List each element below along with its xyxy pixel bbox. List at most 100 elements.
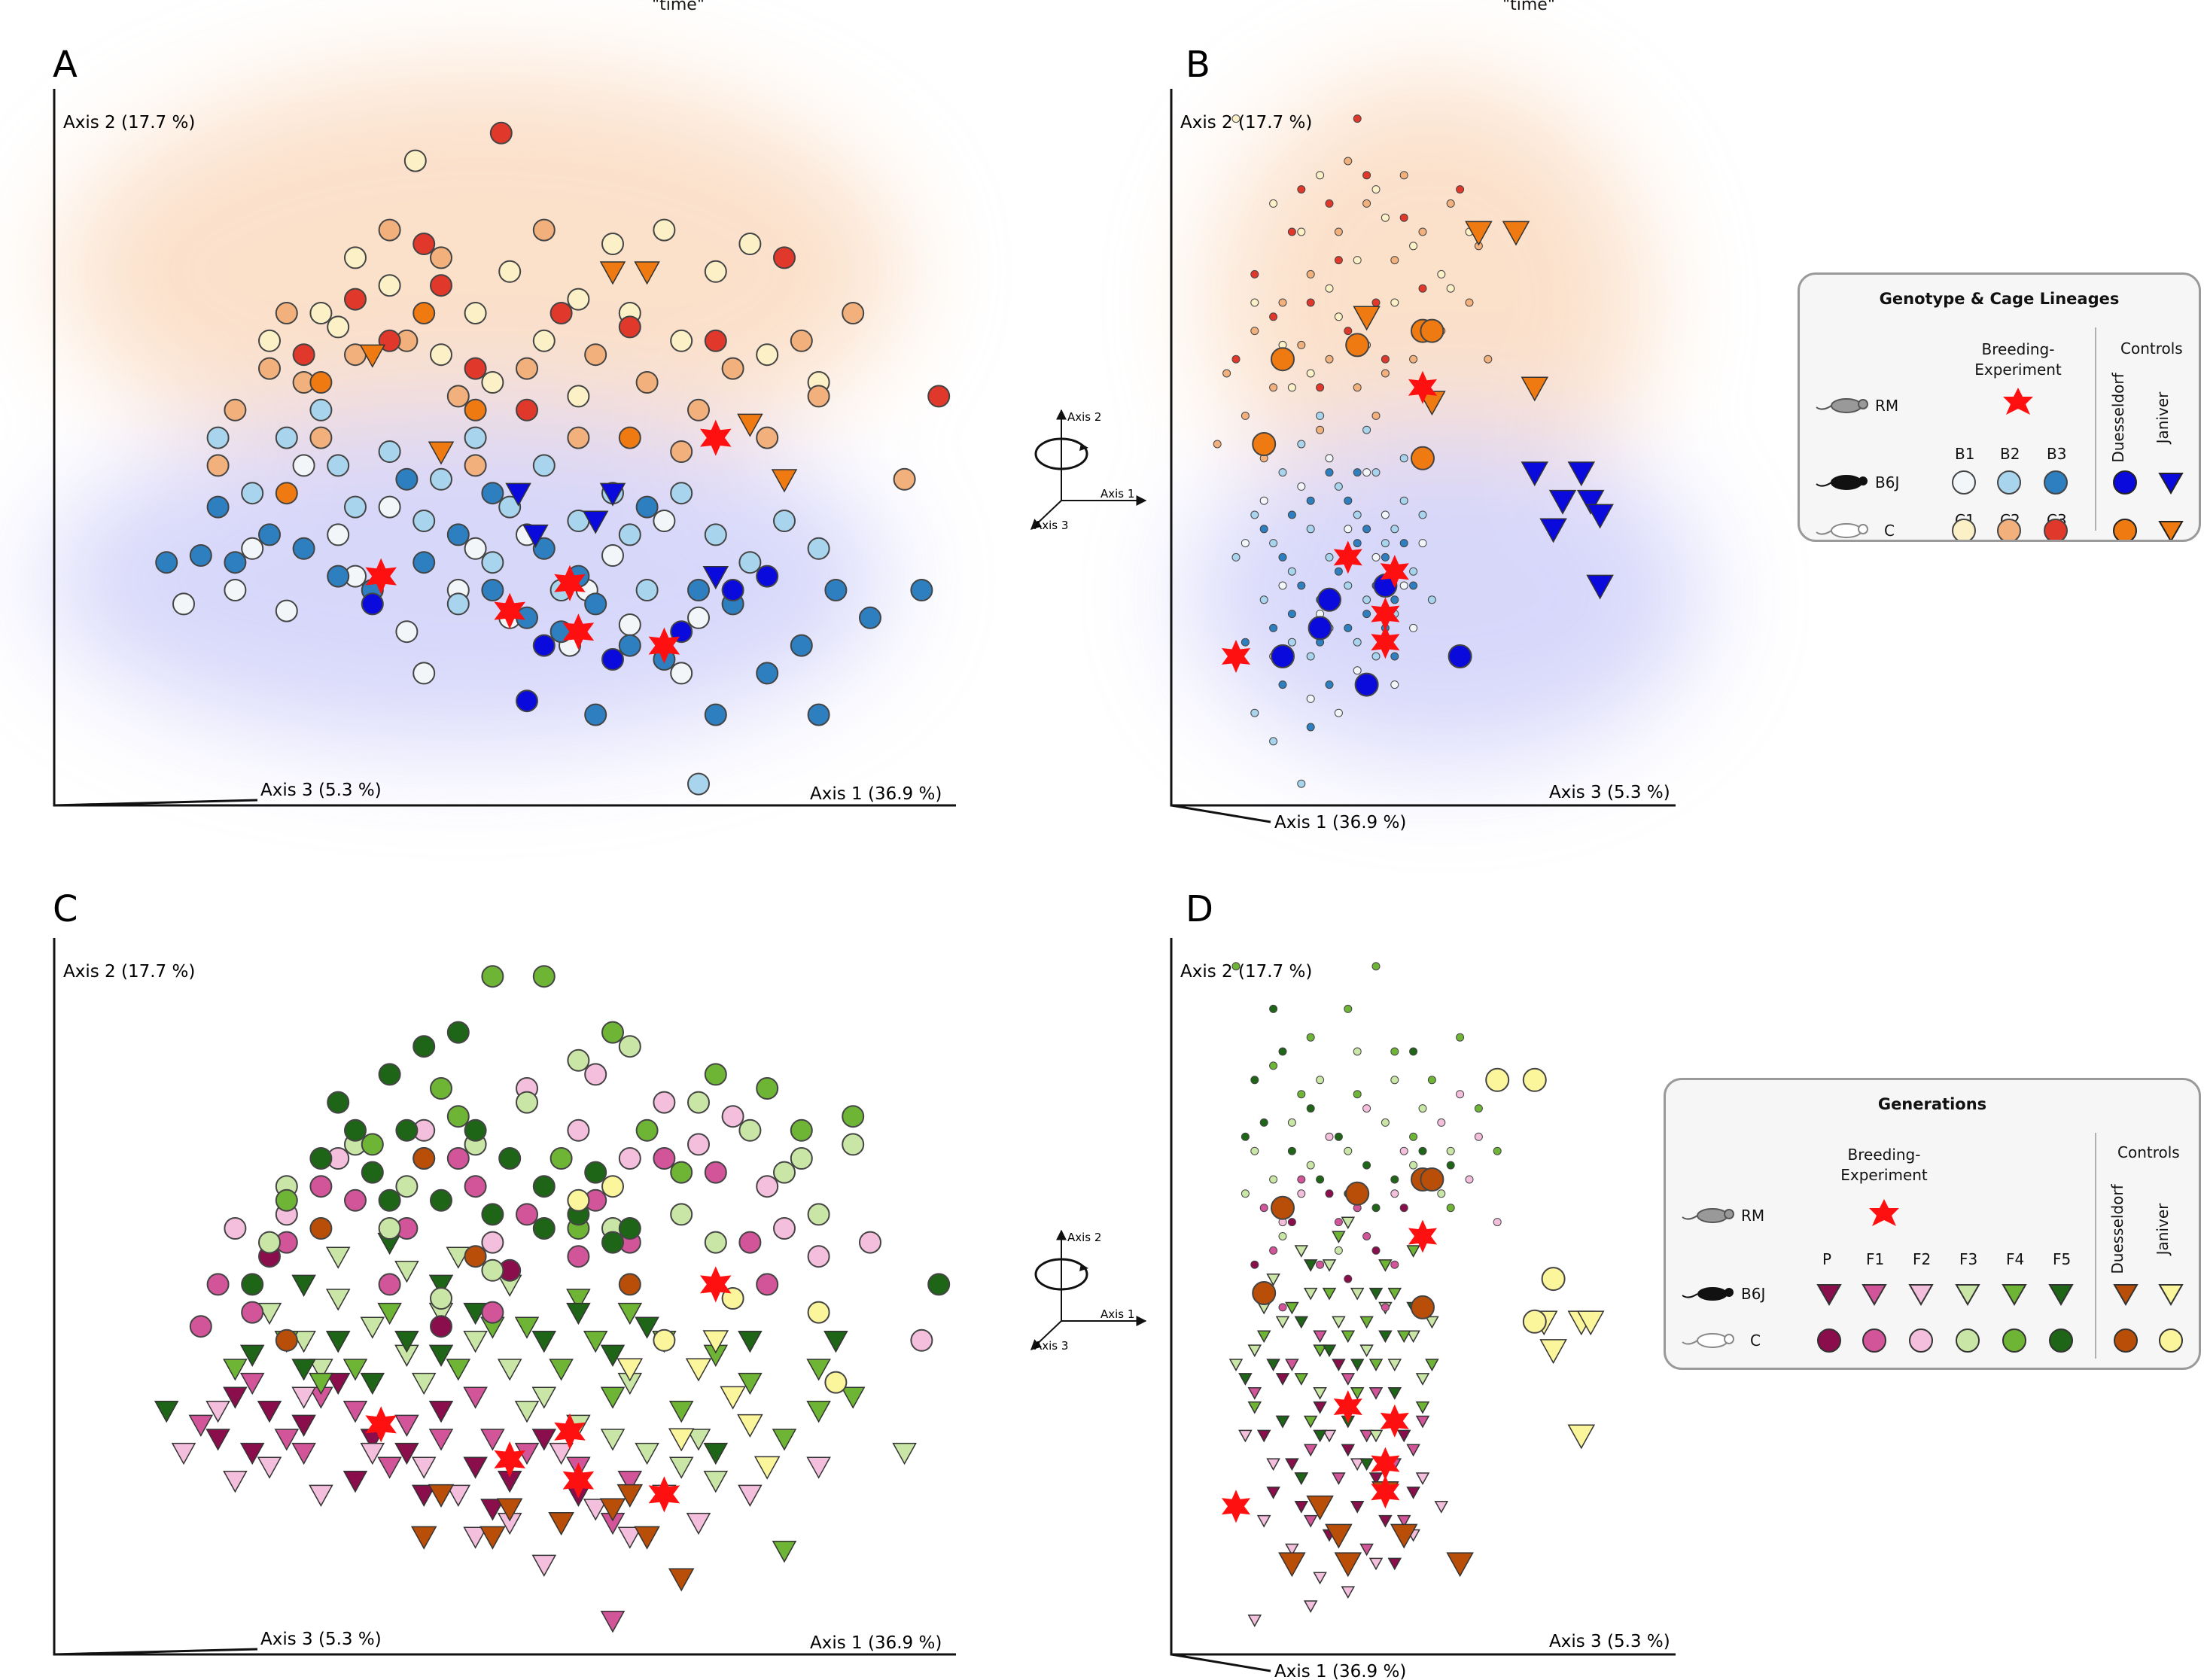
panel-a-duesseldorf-c-point [618, 426, 641, 449]
panel-b-b2-point [1418, 510, 1427, 519]
panel-a-b1-point [653, 510, 676, 532]
panel-d-f3-point [1415, 1373, 1430, 1386]
panel-c-f2-c-point [756, 1175, 779, 1198]
panel-b-b1-point [1334, 708, 1343, 717]
panel-d-f5-c-point [1287, 1146, 1296, 1155]
panel-d-p-c-point [1399, 1204, 1408, 1213]
panel-a-janiver-b6j-point [599, 482, 626, 507]
panel-c-f5-point [291, 1274, 316, 1297]
legend-genotype-b3: B3 [2047, 445, 2067, 463]
panel-d-p-point [1350, 1501, 1365, 1514]
panel-d-janiver-b6j-point [1539, 1339, 1567, 1365]
panel-b-b3-point [1278, 552, 1287, 562]
panel-c-f5-c-point [241, 1273, 264, 1296]
panel-a-axis3-label: Axis 3 (5.3 %) [260, 781, 382, 800]
panel-c-f3-point [497, 1359, 522, 1381]
panel-b-c3-point [1325, 199, 1334, 208]
panel-b-duesseldorf-c-point [1411, 446, 1435, 470]
panel-c-f2-point [738, 1484, 763, 1507]
legend-generations-janiver-b6j [2158, 1284, 2184, 1307]
panel-c-duesseldorf-c-point [464, 1245, 487, 1268]
panel-d-f3-point [1313, 1387, 1327, 1400]
panel-d-f2-c-point [1456, 1090, 1465, 1099]
panel-a: A Axis 2 (17.7 %) Axis 3 (5.3 %) Axis 1 … [45, 44, 956, 807]
panel-d-janiver-c-point [1522, 1309, 1547, 1334]
panel-a-b3-point [824, 579, 848, 601]
panel-b-b3-point [1269, 623, 1278, 632]
panel-d-f1-c-point [1390, 1260, 1399, 1269]
panel-c-markers [154, 965, 951, 1633]
panel-d-f2-c-point [1297, 1189, 1306, 1198]
panel-d-janiver-b6j-point [1567, 1424, 1596, 1450]
panel-a-janiver-c-point [599, 261, 626, 285]
panel-d-f5-c-point [1371, 1204, 1381, 1213]
panel-a-b1-point [601, 544, 624, 567]
panel-b-c3-point [1334, 256, 1343, 265]
rotation-icon-top-axis2: Axis 2 [1067, 410, 1101, 424]
panel-b-b2-point [1316, 411, 1325, 420]
panel-c-f1-point [463, 1386, 488, 1409]
panel-b-axes [1170, 89, 1676, 823]
panel-c-f2-c-point [773, 1217, 796, 1240]
panel-c-janiver-c-point [567, 1188, 590, 1212]
panel-a-rm-point [648, 627, 680, 664]
panel-c-f2-point [531, 1554, 557, 1577]
panel-d-f5-c-point [1306, 1104, 1315, 1113]
panel-b-b1-point [1325, 454, 1334, 463]
panel-d-f4-c-point [1306, 1033, 1315, 1042]
panel-c-f3-point [257, 1302, 282, 1325]
panel-d-f5-c-point [1362, 1161, 1371, 1170]
panel-d-p-c-point [1371, 1246, 1381, 1255]
panel-b-b3-point [1353, 539, 1362, 548]
panel-c-rm-point [365, 1406, 397, 1443]
panel-d-p-point [1313, 1401, 1327, 1414]
panel-c-f5-point [428, 1344, 454, 1367]
panel-a-b1-point [241, 537, 264, 560]
panel-a-b3-point [532, 537, 556, 560]
panel-c-f4-c-point [481, 965, 504, 988]
panel-a-b2-point [464, 426, 487, 449]
panel-d-f2-c-point [1325, 1132, 1334, 1141]
panel-c-f4-c-point [704, 1063, 727, 1086]
panel-a-c1-point [481, 371, 504, 394]
panel-a-b2-point [344, 495, 367, 519]
panel-c-f1-point [291, 1442, 316, 1465]
panel-b-c3-point [1418, 284, 1427, 293]
panel-d-f2-c-point [1399, 1146, 1408, 1155]
panel-b-janiver-b6j-point [1586, 574, 1614, 600]
panel-d-f3-point [1368, 1429, 1384, 1443]
panel-a-c2-point [532, 218, 556, 242]
panel-d-f1-point [1247, 1387, 1262, 1400]
panel-c-f5-point [823, 1331, 848, 1353]
panel-c-f1-point [617, 1471, 643, 1493]
panel-d-f5-point [1368, 1287, 1384, 1301]
panel-d-f4-c-point [1353, 1090, 1362, 1099]
panel-a-c1-point [653, 218, 676, 242]
panel-b-c2-point [1353, 383, 1362, 392]
panel-a-b3-point [206, 495, 230, 519]
legend-genotype-row-rm: RM [1875, 397, 1899, 415]
panel-b-c2-point [1371, 411, 1381, 420]
panel-b-b3-point [1344, 496, 1353, 505]
panel-b-c1-point [1231, 114, 1241, 123]
panel-c-p-point [342, 1471, 368, 1493]
panel-d-f2-point [1322, 1429, 1337, 1443]
panel-c-f5-c-point [618, 1217, 641, 1240]
panel-b-c1-point [1437, 269, 1446, 278]
legend-generations-title: Generations [1877, 1095, 1987, 1113]
panel-b-b3-point [1381, 552, 1390, 562]
panel-b-janiver-c-point [1521, 376, 1549, 402]
panel-c-f4-c-point [275, 1188, 298, 1212]
panel-a-c1-point [601, 233, 624, 255]
panel-b-b1-point [1353, 666, 1362, 675]
panel-b-duesseldorf-b6j-point [1354, 672, 1379, 697]
legend-genotype-breeding: Breeding- Experiment [1974, 340, 2062, 379]
panel-d-f2-point [1313, 1572, 1327, 1585]
panel-c-f5-point [703, 1442, 729, 1465]
panel-d-f3-c-point [1344, 1146, 1353, 1155]
panel-c-f3-c-point [618, 1035, 641, 1058]
panel-a-c2-point [842, 302, 865, 324]
panel-b-c3-point [1287, 227, 1296, 236]
panel-d-f3-point [1228, 1359, 1244, 1371]
panel-a-b1-point [378, 495, 401, 519]
